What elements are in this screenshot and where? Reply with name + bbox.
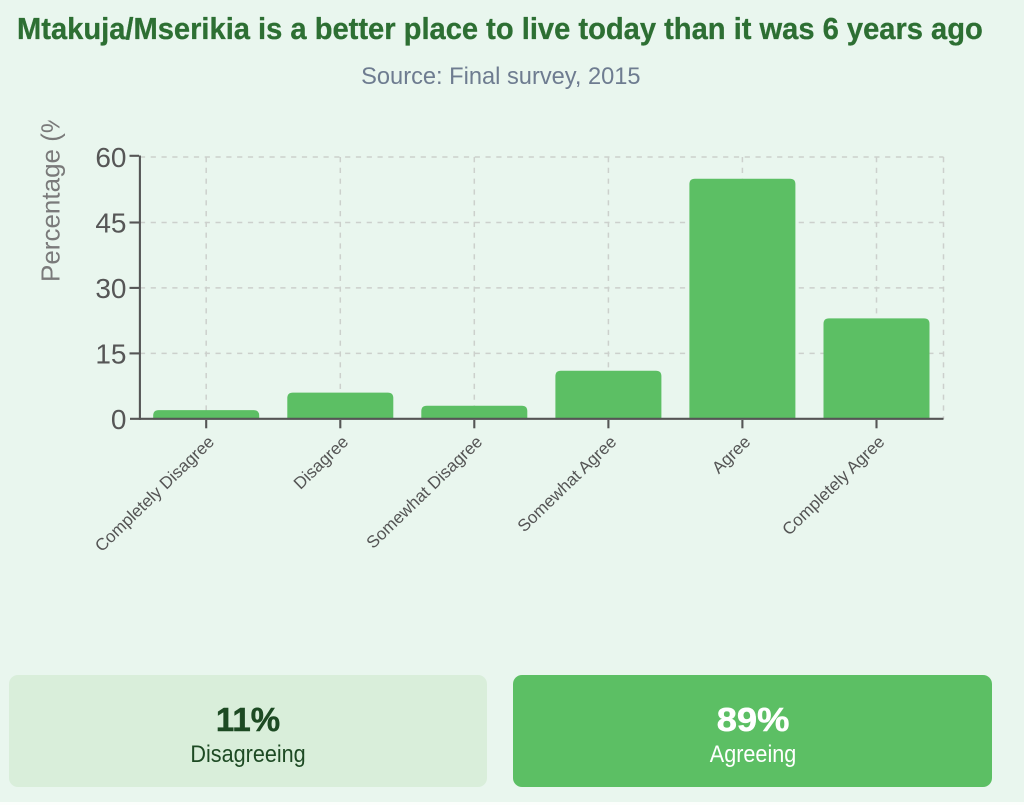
svg-text:Somewhat Disagree: Somewhat Disagree — [363, 432, 486, 552]
svg-text:60: 60 — [95, 142, 126, 173]
svg-text:30: 30 — [95, 273, 126, 304]
svg-text:Percentage (%): Percentage (%) — [35, 101, 65, 282]
svg-text:Completely Disagree: Completely Disagree — [91, 432, 218, 555]
svg-text:Somewhat Agree: Somewhat Agree — [514, 432, 620, 536]
svg-text:45: 45 — [95, 208, 126, 239]
svg-text:Disagree: Disagree — [290, 432, 352, 493]
svg-text:0: 0 — [111, 404, 127, 435]
svg-text:Agree: Agree — [708, 432, 754, 477]
svg-text:Completely Agree: Completely Agree — [779, 432, 889, 539]
svg-text:15: 15 — [95, 338, 126, 369]
